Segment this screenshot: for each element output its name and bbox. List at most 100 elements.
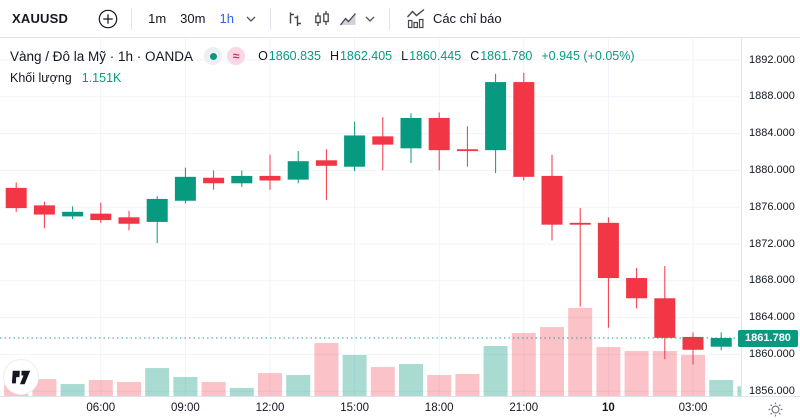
chart-style-bars-button[interactable]: [280, 5, 308, 33]
candle-body: [146, 198, 168, 222]
chart-style-candles-button[interactable]: [308, 5, 336, 33]
time-tick-label: 09:00: [171, 402, 200, 414]
candle-body: [174, 176, 196, 201]
chart-style-menu-button[interactable]: [360, 5, 380, 33]
chevron-down-icon: [365, 16, 375, 22]
timeframe-menu-button[interactable]: [241, 5, 261, 33]
high-value: 1862.405: [339, 49, 393, 63]
volume-bar: [173, 376, 198, 396]
symbol-name[interactable]: XAUUSD: [12, 11, 69, 26]
volume-bar: [540, 327, 564, 396]
time-tick-label: 21:00: [509, 402, 539, 414]
low-label: L: [401, 49, 409, 63]
volume-bar: [709, 380, 734, 396]
candle-body: [541, 175, 563, 225]
volume-bar: [32, 379, 57, 396]
chart-area: Vàng / Đô la Mỹ · 1h · OANDA ≈ O 1860.835…: [0, 38, 800, 420]
gear-icon: [768, 402, 783, 417]
volume-bar: [370, 366, 395, 396]
volume-bar: [88, 380, 113, 396]
candle-body: [33, 205, 55, 215]
tradingview-logo[interactable]: [4, 360, 38, 394]
price-tick-label: 1876.000: [749, 200, 795, 213]
current-price-label: 1861.780: [738, 329, 798, 347]
timeframe-1h-button[interactable]: 1h: [212, 6, 240, 31]
candle-body: [315, 160, 337, 166]
chevron-down-icon: [246, 16, 256, 22]
volume-bar: [117, 381, 141, 396]
price-tick-label: 1860.000: [749, 347, 795, 360]
candle-body: [569, 222, 591, 225]
volume-bar: [511, 333, 536, 396]
volume-bar: [60, 384, 85, 396]
delayed-data-icon[interactable]: ≈: [227, 47, 246, 65]
candle-body: [456, 149, 478, 152]
candle-body: [90, 213, 112, 221]
price-axis[interactable]: 1861.780 1892.000 1888.000 1884.000 1880.00…: [738, 38, 800, 397]
price-tick-label: 1888.000: [749, 90, 795, 103]
volume-bar: [568, 308, 593, 396]
ohlc-readout: O 1860.835 H 1862.405 L 1860.445 C 1861.780 …: [258, 49, 634, 63]
candle-body: [344, 135, 366, 167]
chart-style-area-button[interactable]: [336, 5, 360, 33]
candle-body: [400, 117, 422, 149]
area-chart-icon: [339, 12, 356, 25]
plus-circle-icon: [98, 9, 118, 28]
volume-bar: [399, 364, 423, 396]
candle-body: [287, 161, 309, 180]
volume-bar: [737, 386, 741, 396]
volume-bar: [596, 347, 621, 396]
bars-chart-icon: [289, 12, 301, 26]
price-tick-label: 1880.000: [749, 163, 795, 176]
compare-add-symbol-button[interactable]: [94, 5, 122, 33]
candle-body: [682, 336, 704, 350]
low-value: 1860.445: [409, 49, 462, 63]
volume-study-label[interactable]: Khối lượng: [10, 71, 72, 85]
candle-body: [654, 298, 676, 338]
price-tick-label: 1892.000: [749, 53, 795, 66]
open-value: 1860.835: [268, 49, 321, 63]
tradingview-logo-icon: [11, 370, 30, 384]
timeframe-1m-button[interactable]: 1m: [141, 6, 173, 31]
candle-body: [710, 338, 732, 347]
price-tick-label: 1872.000: [749, 237, 795, 250]
volume-bar: [342, 354, 367, 396]
candle-body: [259, 175, 281, 181]
volume-bar: [483, 345, 508, 396]
time-axis-settings-gear-icon[interactable]: [767, 401, 784, 418]
volume-bar: [624, 350, 649, 396]
legend-symbol-title[interactable]: Vàng / Đô la Mỹ · 1h · OANDA: [10, 48, 194, 64]
candle-body: [203, 177, 225, 184]
time-tick-label: 12:00: [255, 402, 285, 414]
market-status-icon[interactable]: [204, 47, 223, 65]
time-tick-label: 18:00: [424, 402, 454, 414]
time-axis[interactable]: 06:00 09:00 12:00 15:00 18:00 21:00 10 03:00: [0, 396, 800, 420]
time-tick-label: 06:00: [86, 402, 116, 414]
timeframe-30m-button[interactable]: 30m: [173, 6, 212, 31]
toolbar-divider: [388, 7, 390, 30]
close-value: 1861.780: [480, 49, 533, 63]
volume-value: 1.151K: [81, 71, 122, 85]
candle-body: [5, 187, 27, 209]
chart-legend: Vàng / Đô la Mỹ · 1h · OANDA ≈ O 1860.835…: [10, 46, 635, 88]
toolbar-divider: [131, 7, 133, 30]
volume-bar: [201, 381, 226, 396]
candle-body: [513, 82, 535, 177]
volume-bar: [455, 374, 480, 396]
candlestick-chart[interactable]: [0, 38, 741, 396]
candle-body: [626, 278, 648, 299]
price-tick-label: 1864.000: [749, 311, 795, 324]
volume-bar: [258, 373, 282, 396]
candle-body: [231, 175, 253, 184]
time-tick-label: 15:00: [340, 402, 369, 414]
candle-body: [372, 136, 394, 145]
time-tick-label: 10: [601, 402, 615, 414]
candles-chart-icon: [315, 10, 329, 26]
high-label: H: [329, 49, 339, 63]
indicators-button[interactable]: Các chỉ báo: [399, 4, 508, 33]
price-tick-label: 1856.000: [749, 384, 795, 397]
volume-bar: [427, 375, 452, 396]
change-value: +0.945 (+0.05%): [541, 49, 635, 63]
close-label: C: [470, 49, 480, 63]
